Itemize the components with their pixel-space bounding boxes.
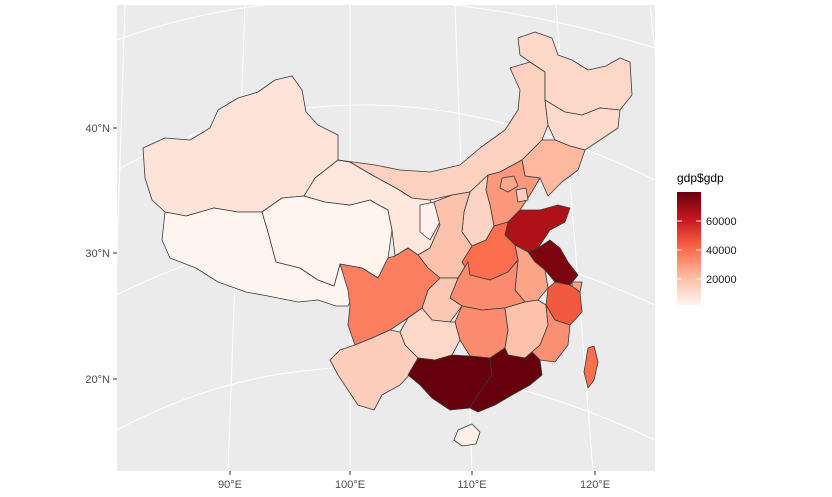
region-guangdong: [469, 347, 543, 413]
x-tick-label: 120°E: [580, 479, 610, 491]
provinces: [142, 31, 633, 447]
y-axis: 20°N 30°N 40°N: [85, 123, 117, 386]
region-taiwan: [583, 345, 599, 389]
legend-tick-label: 60000: [706, 216, 737, 228]
y-tick-label: 40°N: [85, 123, 110, 135]
region-hainan: [453, 423, 481, 447]
region-sichuan: [339, 247, 441, 346]
x-tick-label: 110°E: [457, 479, 486, 491]
x-axis: 90°E 100°E 110°E 120°E: [218, 471, 610, 491]
region-heilongjiang: [517, 31, 633, 116]
y-tick-label: 20°N: [85, 374, 110, 386]
x-tick-label: 100°E: [335, 479, 365, 491]
legend-ticks: 20000 40000 60000: [677, 216, 737, 286]
region-fujian: [531, 304, 571, 363]
legend-tick-label: 20000: [706, 274, 737, 286]
legend: gdp$gdp 20000 40000 60000: [677, 171, 737, 305]
x-tick-label: 90°E: [218, 479, 242, 491]
region-tianjin: [515, 187, 529, 203]
region-yunnan: [329, 329, 419, 411]
legend-colorbar: [677, 192, 701, 305]
meridian-80: [117, 5, 126, 270]
legend-title: gdp$gdp: [677, 171, 724, 185]
y-tick-label: 30°N: [85, 248, 110, 260]
parallel-50: [117, 5, 655, 49]
region-beijing: [499, 175, 519, 193]
region-ningxia: [419, 201, 441, 241]
legend-tick-label: 40000: [706, 245, 737, 257]
